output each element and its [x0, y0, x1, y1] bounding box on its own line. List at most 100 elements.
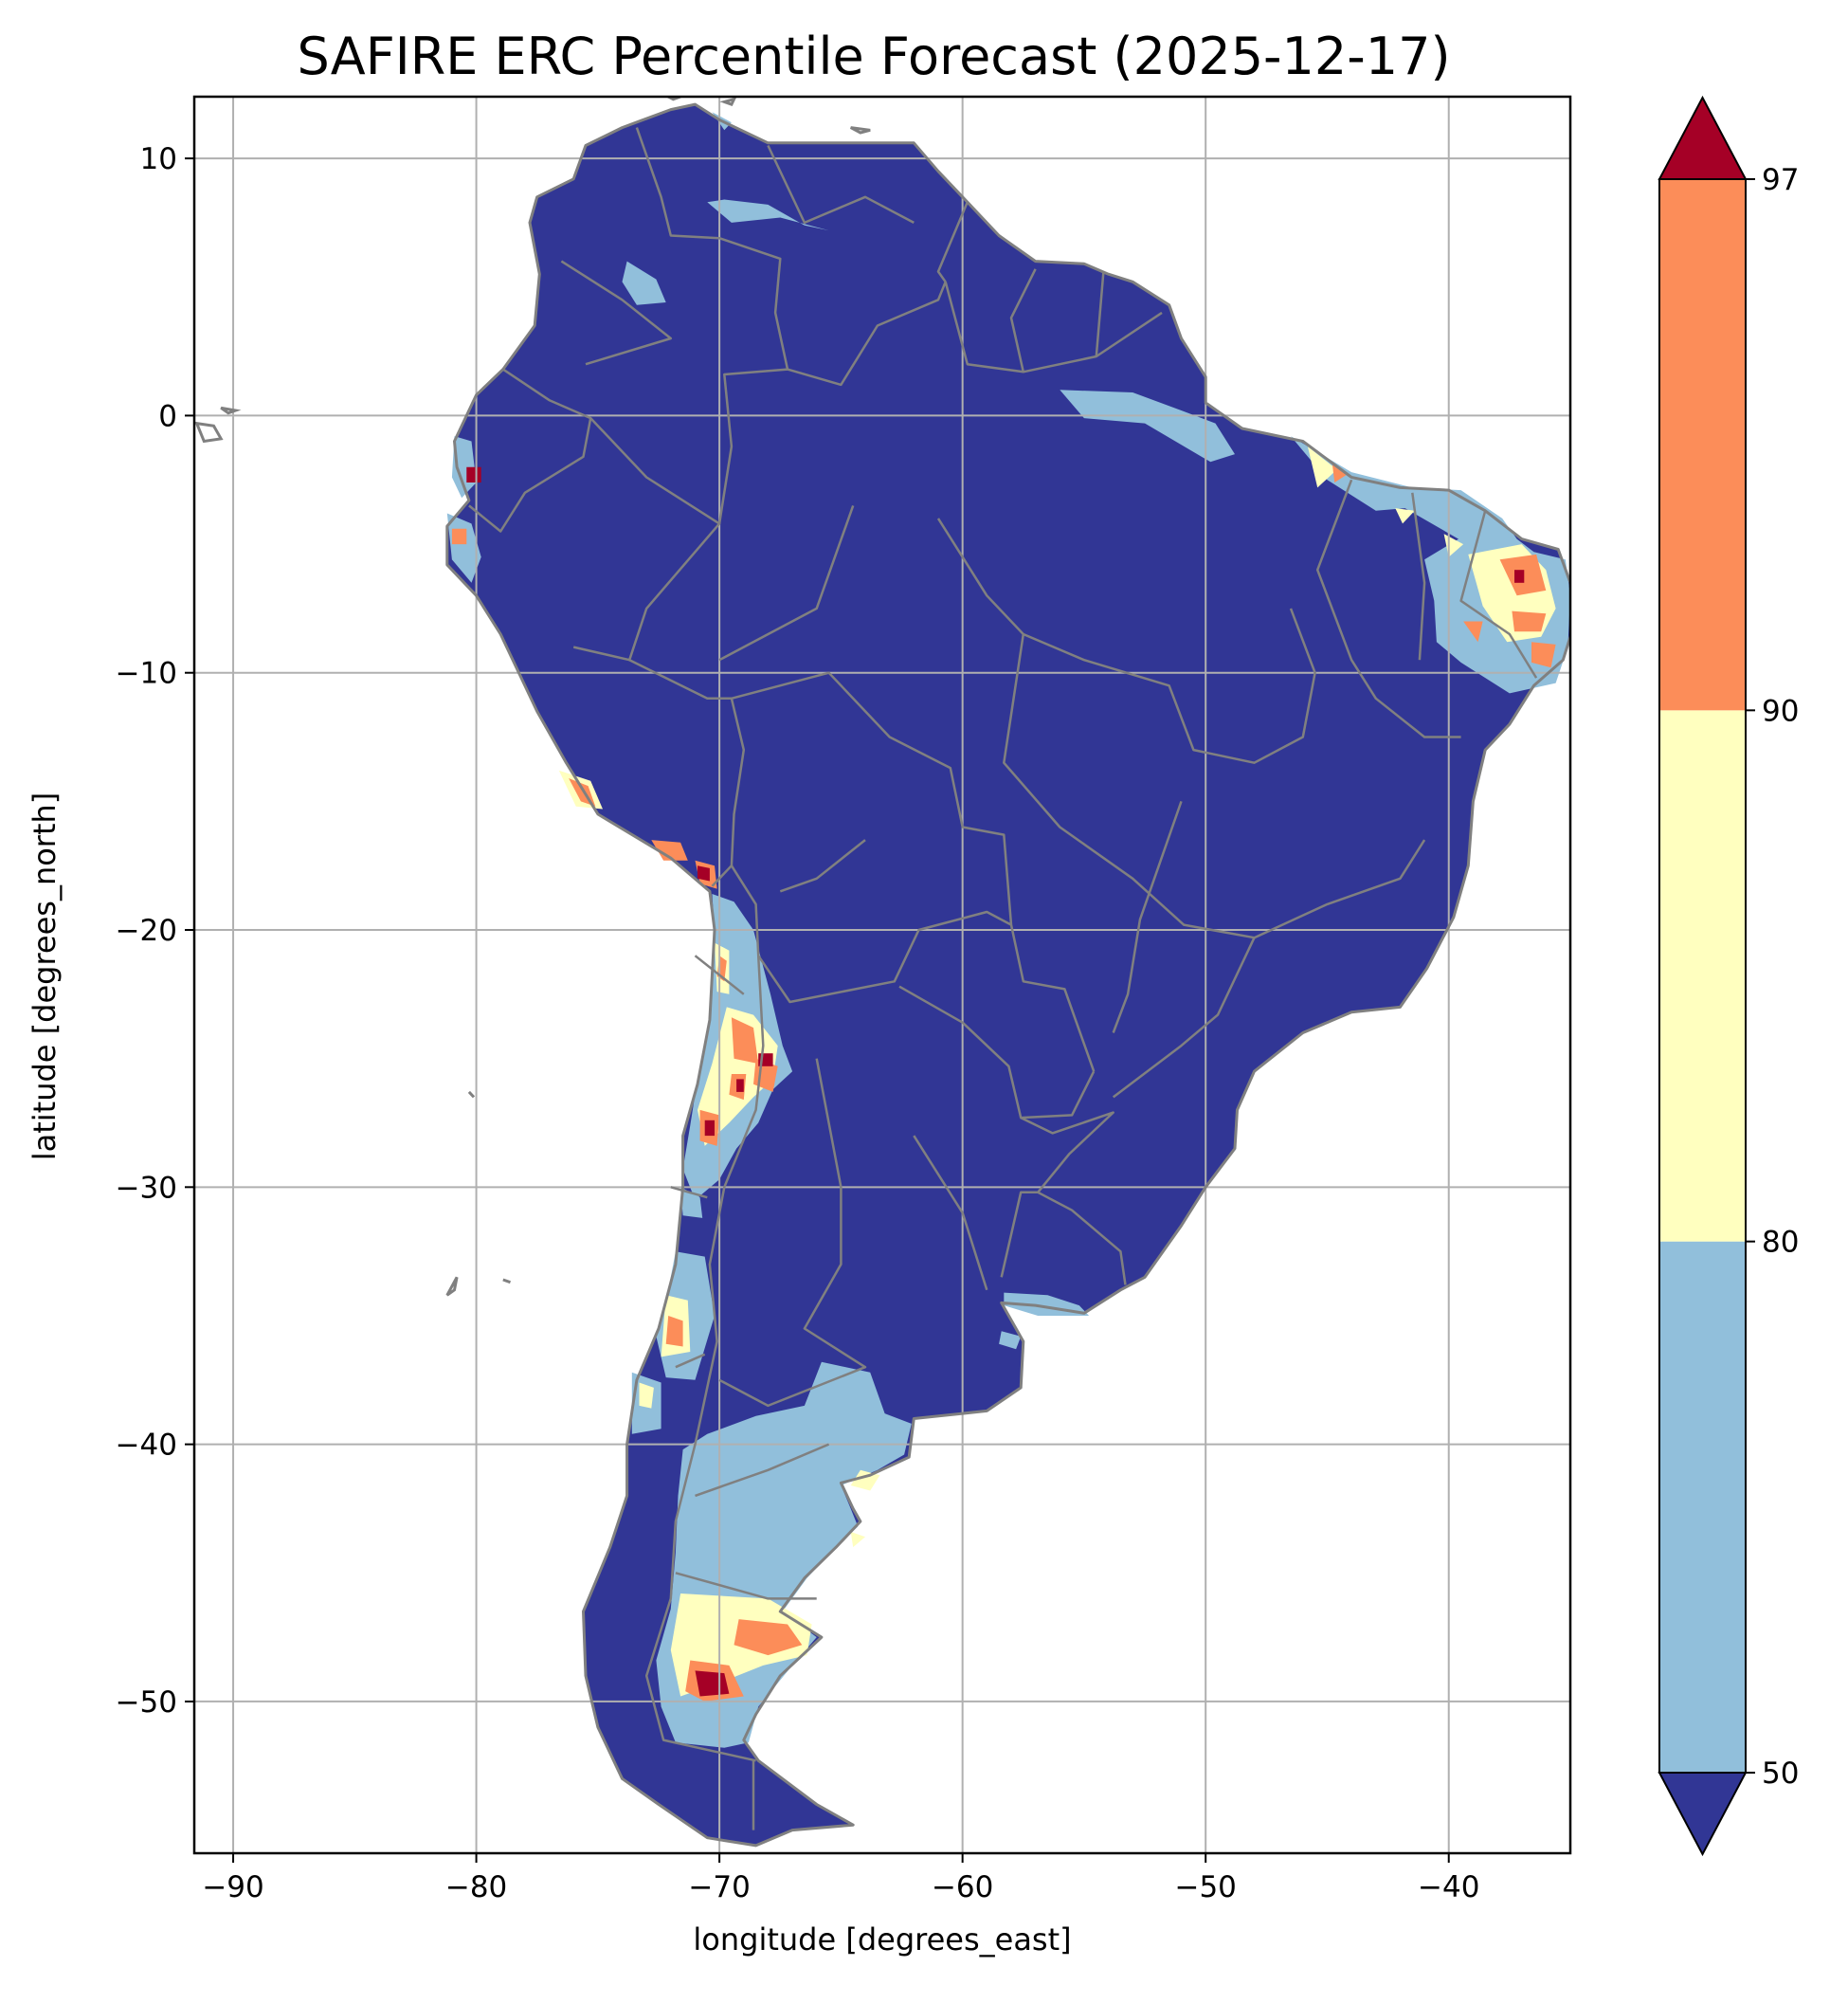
y-tick-label: −40 — [116, 1429, 177, 1463]
border-line — [1003, 633, 1426, 939]
gridlines — [194, 97, 1570, 1853]
percentile-zone-17 — [451, 528, 467, 545]
island-outline — [502, 1278, 511, 1284]
border-line — [560, 260, 673, 366]
percentile-zone-31 — [736, 1079, 744, 1092]
border-line — [898, 985, 1096, 1120]
border-line — [1112, 937, 1256, 1099]
colorbar-band-80-90 — [1659, 710, 1746, 1242]
percentile-zone-4 — [1307, 446, 1337, 488]
border-line — [787, 281, 947, 387]
colorbar: 50 80 90 97 — [1658, 95, 1799, 1857]
island-outline — [220, 406, 242, 415]
border-line — [572, 646, 630, 662]
percentile-zone-13 — [1514, 570, 1525, 583]
percentile-zone-0 — [707, 199, 829, 231]
country-borders — [194, 97, 1570, 1848]
percentile-zone-39 — [639, 1382, 654, 1409]
border-line — [694, 955, 745, 995]
percentile-zone-37 — [665, 1316, 683, 1347]
percentile-zone-6 — [1395, 508, 1415, 524]
border-line — [695, 1443, 830, 1498]
border-line — [1459, 510, 1538, 679]
border-line — [913, 1135, 988, 1291]
colorbar-band-90-97 — [1659, 179, 1746, 711]
percentile-zone-20 — [651, 840, 688, 861]
percentile-zone-44 — [734, 1619, 803, 1656]
percentile-zone-1 — [622, 261, 666, 305]
island-outline — [665, 97, 681, 101]
border-line — [944, 281, 1163, 373]
percentile-zone-15 — [466, 466, 481, 483]
x-tick-label: −90 — [202, 1870, 263, 1904]
colorbar-band-50-80 — [1659, 1241, 1746, 1773]
border-line — [1112, 800, 1183, 1033]
border-line — [767, 144, 915, 225]
percentile-zone-12 — [1463, 621, 1483, 643]
x-tick-label: −70 — [688, 1870, 750, 1904]
island-outline — [445, 1276, 459, 1297]
y-axis-label: latitude [degrees_north] — [27, 792, 63, 1161]
border-line — [718, 504, 855, 662]
border-line — [675, 1353, 706, 1369]
x-tick-label: −50 — [1174, 1870, 1236, 1904]
border-line — [589, 417, 746, 887]
colorbar-frame — [1658, 178, 1747, 1774]
border-line — [635, 127, 789, 524]
border-line — [1411, 492, 1426, 661]
border-line — [779, 839, 866, 893]
island-outline — [719, 97, 737, 106]
y-tick-label: 10 — [140, 142, 177, 176]
percentile-zone-11 — [1531, 642, 1556, 668]
land-base — [446, 104, 1570, 1846]
y-tick-label: −20 — [116, 914, 177, 948]
percentile-zone-46 — [695, 1670, 730, 1697]
percentile-zone-48 — [999, 1331, 1022, 1350]
colorbar-tick-label: 97 — [1762, 163, 1799, 197]
chart-title: SAFIRE ERC Percentile Forecast (2025-12-… — [297, 27, 1450, 86]
map-layer — [446, 104, 1570, 1846]
border-line — [1315, 479, 1461, 738]
border-line — [936, 518, 1316, 764]
percentile-zone-34 — [680, 1187, 703, 1218]
percentile-zone-42 — [850, 1531, 865, 1548]
border-line — [644, 956, 765, 1762]
border-line — [1037, 1191, 1127, 1285]
x-axis-label: longitude [degrees_east] — [693, 1921, 1071, 1957]
y-tick-label: −30 — [116, 1171, 177, 1205]
border-line — [675, 1572, 817, 1600]
colorbar-extend-max — [1658, 95, 1748, 180]
colorbar-tick-label: 50 — [1762, 1757, 1799, 1791]
border-line — [730, 865, 1012, 1004]
colorbar-tick-label: 80 — [1762, 1226, 1799, 1260]
border-line — [670, 1186, 708, 1199]
border-line — [1009, 268, 1037, 373]
island-outline — [849, 126, 871, 135]
border-line — [1000, 1111, 1114, 1278]
border-line — [731, 671, 1096, 1072]
y-tick-label: 0 — [158, 399, 177, 433]
coastline — [445, 102, 1570, 1848]
x-axis-ticks: −90 −80 −70 −60 −50 −40 — [202, 1853, 1479, 1904]
colorbar-tick-label: 90 — [1762, 694, 1799, 728]
island-outline — [194, 421, 224, 444]
island-outline — [467, 1090, 476, 1099]
percentile-zone-33 — [704, 1120, 715, 1137]
y-tick-label: −10 — [116, 657, 177, 691]
x-tick-label: −60 — [932, 1870, 993, 1904]
plot-frame — [192, 95, 1572, 1855]
percentile-zone-22 — [698, 865, 710, 882]
border-line — [468, 368, 592, 533]
border-line — [1095, 271, 1105, 357]
colorbar-extend-min — [1658, 1772, 1748, 1857]
border-line — [718, 1058, 867, 1408]
y-axis-ticks: 10 0 −10 −20 −30 −40 −50 — [116, 142, 194, 1720]
percentile-zone-10 — [1512, 610, 1547, 632]
percentile-zone-2 — [1060, 390, 1235, 463]
x-tick-label: −80 — [445, 1870, 507, 1904]
y-tick-label: −50 — [116, 1685, 177, 1720]
border-line — [936, 201, 969, 283]
x-tick-label: −40 — [1418, 1870, 1479, 1904]
